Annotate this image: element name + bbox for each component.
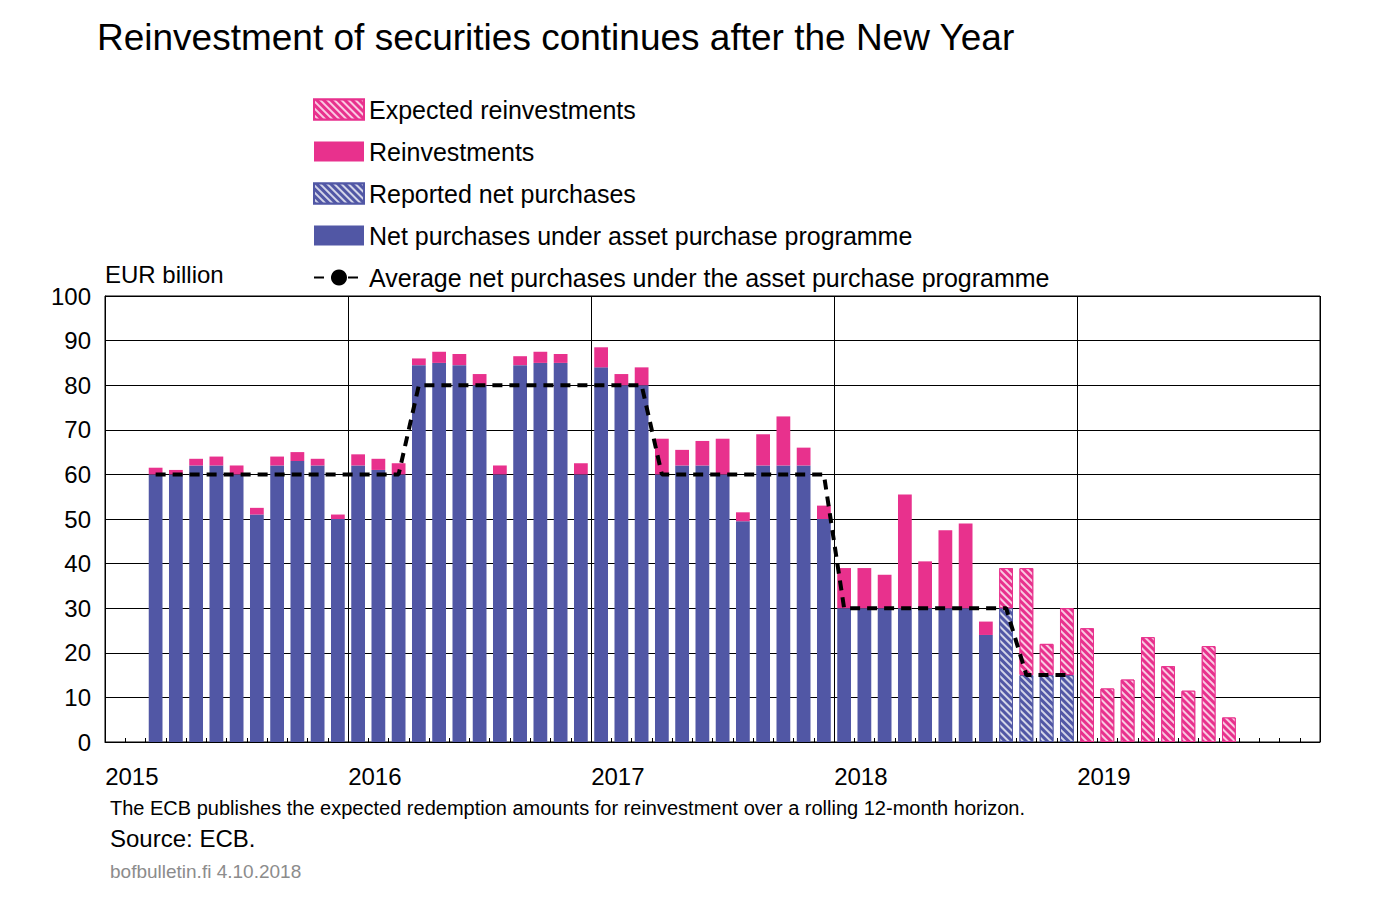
svg-text:90: 90 — [64, 327, 91, 354]
svg-text:80: 80 — [64, 372, 91, 399]
svg-text:40: 40 — [64, 550, 91, 577]
svg-text:0: 0 — [78, 729, 91, 756]
svg-text:70: 70 — [64, 416, 91, 443]
svg-text:Reinvestments: Reinvestments — [369, 138, 534, 166]
svg-text:10: 10 — [64, 684, 91, 711]
svg-text:60: 60 — [64, 461, 91, 488]
svg-text:The ECB publishes the expected: The ECB publishes the expected redemptio… — [110, 797, 1025, 819]
svg-text:30: 30 — [64, 595, 91, 622]
svg-text:Reported net purchases: Reported net purchases — [369, 180, 636, 208]
svg-text:Net purchases under asset purc: Net purchases under asset purchase progr… — [369, 222, 912, 250]
svg-text:100: 100 — [51, 283, 91, 310]
svg-text:2019: 2019 — [1077, 763, 1130, 790]
svg-text:2018: 2018 — [834, 763, 887, 790]
svg-text:Source: ECB.: Source: ECB. — [110, 825, 255, 852]
svg-text:bofbulletin.fi 4.10.2018: bofbulletin.fi 4.10.2018 — [110, 861, 301, 882]
svg-text:2015: 2015 — [105, 763, 158, 790]
svg-text:20: 20 — [64, 639, 91, 666]
svg-text:Average net purchases under th: Average net purchases under the asset pu… — [369, 264, 1050, 292]
svg-text:2017: 2017 — [591, 763, 644, 790]
svg-text:2016: 2016 — [348, 763, 401, 790]
svg-text:Expected reinvestments: Expected reinvestments — [369, 96, 636, 124]
svg-text:EUR billion: EUR billion — [105, 261, 224, 288]
svg-text:Reinvestment of securities con: Reinvestment of securities continues aft… — [97, 17, 1014, 58]
svg-text:50: 50 — [64, 506, 91, 533]
